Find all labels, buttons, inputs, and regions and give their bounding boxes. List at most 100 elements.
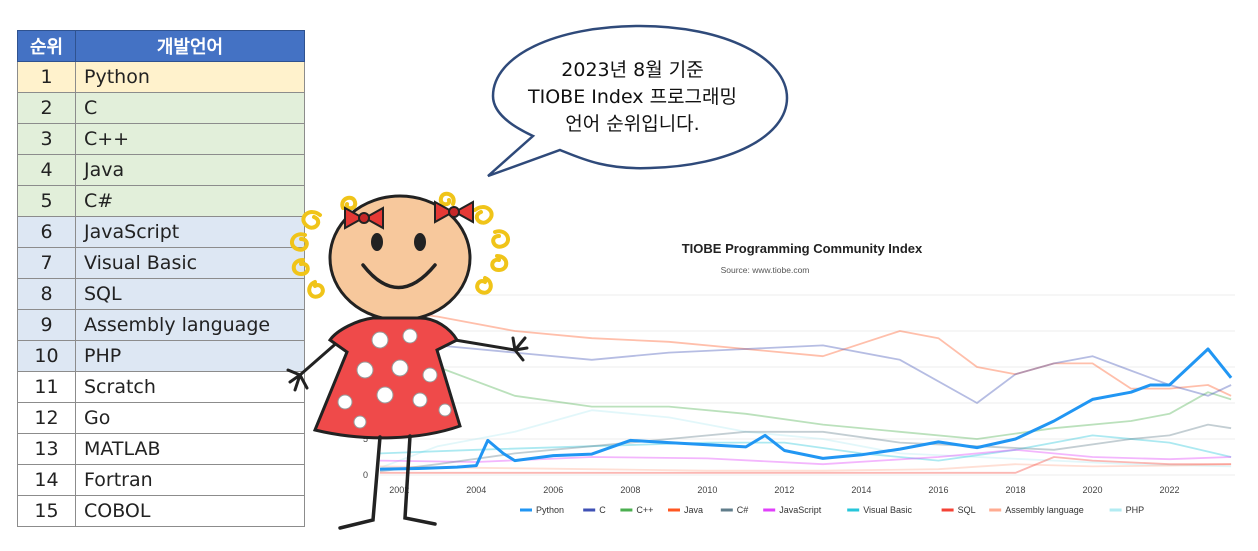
series-line-c-: [379, 358, 1232, 440]
table-row: 6 JavaScript: [17, 216, 305, 248]
table-row: 1 Python: [17, 61, 305, 93]
header-rank: 순위: [17, 30, 76, 62]
table-row: 12 Go: [17, 402, 305, 434]
rank-cell: 8: [17, 278, 76, 310]
rank-cell: 14: [17, 464, 76, 496]
rank-cell: 7: [17, 247, 76, 279]
rank-cell: 10: [17, 340, 76, 372]
legend-label: Python: [536, 505, 564, 515]
chart-title: TIOBE Programming Community Index: [682, 241, 923, 256]
language-cell: Python: [75, 61, 305, 93]
language-cell: Go: [75, 402, 305, 434]
x-tick-label: 2002: [389, 485, 409, 495]
table-row: 14 Fortran: [17, 464, 305, 496]
rank-cell: 2: [17, 92, 76, 124]
legend-item[interactable]: Java: [668, 505, 703, 515]
hair-icon: [289, 191, 511, 299]
bubble-text: 2023년 8월 기준 TIOBE Index 프로그래밍 언어 순위입니다.: [505, 57, 760, 138]
legend-label: Java: [684, 505, 703, 515]
legend-item[interactable]: Visual Basic: [847, 505, 913, 515]
legend-label: Assembly language: [1005, 505, 1084, 515]
rank-cell: 3: [17, 123, 76, 155]
language-cell: C: [75, 92, 305, 124]
rank-cell: 5: [17, 185, 76, 217]
table-header-row: 순위 개발언어: [17, 30, 305, 62]
y-tick-label: 0: [363, 470, 368, 480]
language-cell: Assembly language: [75, 309, 305, 341]
language-cell: JavaScript: [75, 216, 305, 248]
bubble-line-2: TIOBE Index 프로그래밍: [528, 86, 737, 108]
x-tick-label: 2004: [466, 485, 486, 495]
language-cell: Fortran: [75, 464, 305, 496]
language-cell: Java: [75, 154, 305, 186]
language-cell: MATLAB: [75, 433, 305, 465]
table-row: 7 Visual Basic: [17, 247, 305, 279]
series-line-assembly-language: [379, 463, 1232, 472]
chart-svg: TIOBE Programming Community Index Source…: [330, 225, 1245, 535]
rank-cell: 11: [17, 371, 76, 403]
ranking-table: 순위 개발언어 1 Python 2 C 3 C++ 4 Java 5 C# 6 JavaScript…: [17, 30, 305, 527]
legend-item[interactable]: SQL: [941, 505, 976, 515]
language-cell: Scratch: [75, 371, 305, 403]
language-cell: C++: [75, 123, 305, 155]
x-tick-label: 2006: [543, 485, 563, 495]
x-tick-label: 2010: [697, 485, 717, 495]
x-tick-label: 2008: [620, 485, 640, 495]
table-row: 5 C#: [17, 185, 305, 217]
polka-dots-icon: [337, 328, 452, 429]
x-tick-label: 2020: [1082, 485, 1102, 495]
language-cell: SQL: [75, 278, 305, 310]
legend-label: PHP: [1126, 505, 1145, 515]
series-line-visual-basic: [379, 434, 1232, 462]
legend-item[interactable]: C++: [620, 505, 653, 515]
x-tick-label: 2014: [851, 485, 871, 495]
table-row: 11 Scratch: [17, 371, 305, 403]
legend-label: Visual Basic: [863, 505, 912, 515]
legend-item[interactable]: PHP: [1109, 505, 1145, 515]
table-row: 3 C++: [17, 123, 305, 155]
rank-cell: 6: [17, 216, 76, 248]
legend-item[interactable]: C: [583, 505, 606, 515]
legend-label: C: [599, 505, 606, 515]
tiobe-chart: TIOBE Programming Community Index Source…: [330, 225, 1245, 535]
series-line-sql: [380, 456, 1232, 474]
legend-label: C++: [636, 505, 653, 515]
series-line-php: [379, 409, 1232, 469]
bubble-line-3: 언어 순위입니다.: [565, 113, 700, 135]
legend-label: C#: [737, 505, 749, 515]
x-tick-label: 2012: [774, 485, 794, 495]
chart-subtitle: Source: www.tiobe.com: [721, 265, 810, 275]
rank-cell: 9: [17, 309, 76, 341]
x-tick-label: 2018: [1005, 485, 1025, 495]
rank-cell: 1: [17, 61, 76, 93]
bubble-line-1: 2023년 8월 기준: [561, 59, 704, 81]
speech-bubble: [487, 24, 789, 178]
series-line-c-: [379, 423, 1232, 473]
table-row: 8 SQL: [17, 278, 305, 310]
table-row: 10 PHP: [17, 340, 305, 372]
legend-label: JavaScript: [779, 505, 822, 515]
legend-item[interactable]: JavaScript: [763, 505, 822, 515]
rank-cell: 4: [17, 154, 76, 186]
y-tick-label: 5: [363, 434, 368, 444]
x-tick-label: 2022: [1160, 485, 1180, 495]
x-tick-label: 2016: [928, 485, 948, 495]
bow-icon: [344, 200, 474, 230]
legend-item[interactable]: Assembly language: [989, 505, 1084, 515]
language-cell: PHP: [75, 340, 305, 372]
table-row: 13 MATLAB: [17, 433, 305, 465]
legend-item[interactable]: Python: [520, 505, 564, 515]
language-cell: C#: [75, 185, 305, 217]
series-line-c: [379, 330, 1232, 404]
table-row: 15 COBOL: [17, 495, 305, 527]
table-row: 4 Java: [17, 154, 305, 186]
cartoon-girl-illustration: [286, 191, 529, 530]
legend-item[interactable]: C#: [720, 505, 749, 515]
rank-cell: 12: [17, 402, 76, 434]
language-cell: COBOL: [75, 495, 305, 527]
rank-cell: 15: [17, 495, 76, 527]
language-cell: Visual Basic: [75, 247, 305, 279]
table-row: 9 Assembly language: [17, 309, 305, 341]
legend-label: SQL: [958, 505, 976, 515]
